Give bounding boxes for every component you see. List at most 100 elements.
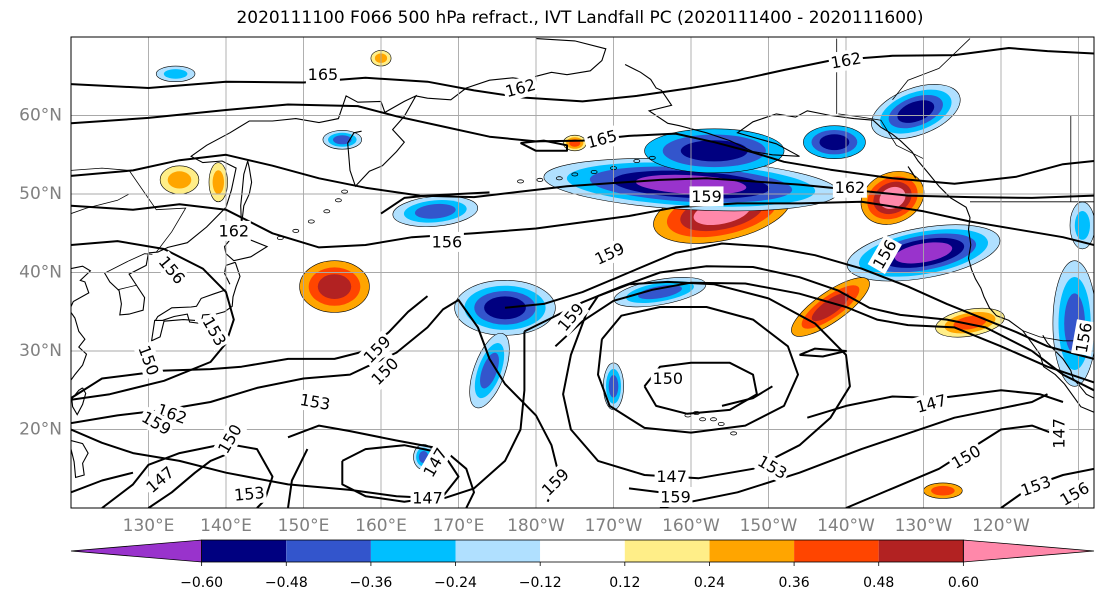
- ivt-contour-10: [562, 280, 851, 480]
- anomaly-patch-17-level-1: [163, 69, 188, 79]
- coastline-5: [907, 166, 917, 179]
- colorbar-swatch-5: [540, 540, 625, 562]
- lon-tick-label-0: 130°E: [123, 516, 175, 536]
- island-11: [323, 209, 331, 214]
- lon-tick-label-5: 180°W: [507, 516, 565, 536]
- anomaly-patch-4-level-3: [897, 100, 935, 123]
- lon-tick-label-3: 160°E: [355, 516, 407, 536]
- coastline-8: [223, 261, 236, 285]
- anomaly-patch-3-level-2: [819, 134, 850, 151]
- lat-tick-label-4: 60°N: [19, 106, 62, 126]
- svg-text:147: 147: [412, 488, 443, 507]
- border-8: [71, 167, 187, 253]
- map-title: 2020111100 F066 500 hPa refract., IVT La…: [236, 8, 924, 28]
- colorbar-tick-label-6: 0.24: [694, 575, 725, 591]
- ivt-contour-15: [287, 424, 475, 508]
- anomaly-patch-19-level-1: [167, 171, 192, 189]
- colorbar-swatch-7: [709, 540, 795, 562]
- lon-tick-label-6: 170°W: [585, 516, 643, 536]
- colorbar-swatch-6: [624, 540, 710, 562]
- lat-tick-label-3: 50°N: [19, 184, 62, 204]
- colorbar-swatch-10: [962, 539, 1095, 563]
- anomaly-patch-2-level-2: [680, 140, 748, 162]
- lon-tick-label-2: 150°E: [278, 516, 330, 536]
- contour-label-5: 159: [689, 186, 724, 207]
- anomaly-patch-10-level-1: [1074, 211, 1090, 240]
- border-11: [117, 284, 137, 291]
- island-4: [590, 169, 598, 174]
- lon-tick-label-10: 130°W: [895, 516, 953, 536]
- ivt-contour-19: [659, 393, 1048, 508]
- colorbar-swatch-2: [286, 540, 371, 562]
- contour-label-2: 162: [827, 47, 865, 74]
- colorbar: −0.60 −0.48 −0.36 −0.24 −0.12 0.12 0.24 0.36 0.4…: [70, 539, 1095, 591]
- ivt-contour-0: [71, 47, 1094, 103]
- contour-label-27: 159: [658, 487, 693, 507]
- contour-label-17: 150: [650, 368, 685, 389]
- ivt-contour-12: [643, 361, 758, 415]
- svg-text:147: 147: [1050, 418, 1069, 449]
- ivt-contour-2: [71, 153, 1094, 199]
- ivt-contour-23: [380, 191, 490, 215]
- anomaly-patch-7-level-2: [811, 292, 850, 322]
- ivt-contour-8: [71, 299, 561, 503]
- lat-tick-label-2: 40°N: [19, 263, 62, 283]
- ivt-contour-24: [520, 139, 568, 152]
- svg-text:159: 159: [691, 187, 722, 206]
- island-1: [536, 177, 544, 182]
- anomaly-patch-18-level-2: [317, 274, 352, 299]
- lon-tick-label-4: 170°E: [433, 516, 485, 536]
- longitude-tick-labels: 130°E 140°E 150°E 160°E 170°E 180°W 170°W 160°W…: [123, 516, 1030, 536]
- lon-tick-label-9: 140°W: [817, 516, 875, 536]
- island-0: [517, 179, 524, 184]
- lon-tick-label-7: 160°W: [662, 516, 720, 536]
- ivt-contour-3: [71, 200, 1094, 249]
- colorbar-tick-label-9: 0.60: [948, 575, 979, 591]
- colorbar-frame: [201, 539, 964, 563]
- ivt-contour-13: [71, 331, 526, 500]
- colorbar-tick-label-5: 0.12: [609, 575, 640, 591]
- colorbar-swatch-1: [201, 540, 287, 562]
- island-14: [730, 431, 737, 436]
- colorbar-swatch-9: [878, 540, 964, 562]
- contour-label-31: 147: [1049, 416, 1070, 451]
- ivt-contours: [71, 47, 1094, 508]
- island-2: [555, 176, 563, 181]
- coastline-3: [624, 64, 1094, 413]
- coastline-9: [155, 289, 227, 321]
- contour-label-0: 165: [305, 64, 340, 85]
- border-1: [838, 113, 924, 160]
- ivt-contour-20: [807, 389, 1064, 419]
- refractivity-anomaly-patches: [155, 50, 1094, 499]
- lon-tick-label-11: 120°W: [972, 516, 1030, 536]
- ivt-contour-28: [71, 471, 134, 494]
- contour-label-33: 156: [1054, 476, 1094, 508]
- contour-label-34: 156: [1071, 319, 1094, 357]
- svg-text:162: 162: [835, 178, 866, 197]
- coastline-10: [240, 160, 253, 226]
- map-frame: [70, 36, 1095, 509]
- colorbar-tick-label-8: 0.48: [863, 575, 894, 591]
- contour-label-4: 162: [832, 177, 867, 198]
- ivt-contour-25: [721, 385, 773, 407]
- coastline-4: [1042, 335, 1094, 399]
- ivt-contour-9: [71, 295, 429, 399]
- ivt-contour-11: [597, 306, 799, 434]
- colorbar-tick-label-2: −0.36: [349, 575, 392, 591]
- contour-label-26: 147: [654, 466, 689, 487]
- coastline-1: [103, 94, 418, 316]
- lat-tick-label-1: 30°N: [19, 341, 62, 361]
- svg-text:162: 162: [219, 221, 250, 240]
- colorbar-swatch-0: [70, 539, 203, 563]
- island-9: [292, 228, 300, 233]
- contour-label-22: 153: [231, 482, 268, 506]
- colorbar-tick-label-4: −0.12: [519, 575, 562, 591]
- colorbar-swatch-4: [455, 540, 541, 562]
- ivt-contour-4: [71, 240, 235, 401]
- ivt-contour-26: [799, 347, 847, 358]
- contour-label-24: 147: [410, 487, 445, 508]
- island-19: [699, 417, 706, 422]
- colorbar-tick-label-3: −0.24: [434, 575, 477, 591]
